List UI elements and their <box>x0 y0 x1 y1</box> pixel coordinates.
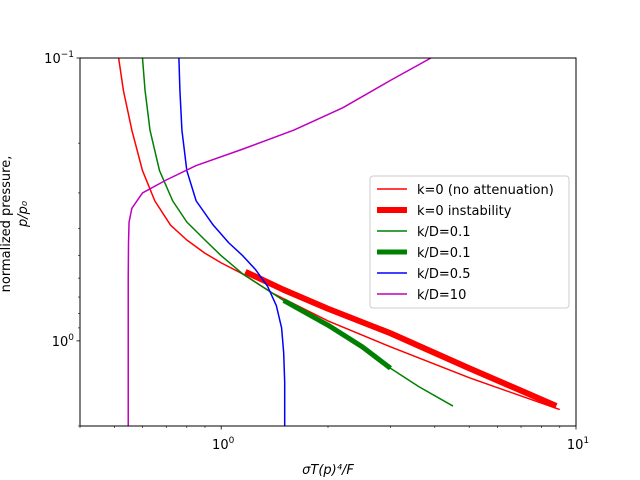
y-axis-label-line2: p/p₀ <box>16 200 31 228</box>
legend-entry: k/D=0.1 <box>417 246 471 261</box>
y-tick-label: 100 <box>52 333 75 350</box>
series-line-3 <box>282 298 392 371</box>
legend-entry: k/D=0.5 <box>417 267 471 282</box>
y-axis-label: normalized pressure, p/p₀ <box>0 156 31 293</box>
legend-box <box>369 175 570 309</box>
series-line-0 <box>117 58 561 411</box>
series-line-5 <box>127 58 432 426</box>
series-layer <box>117 58 561 426</box>
x-tick-label: 101 <box>567 436 589 453</box>
legend-entry: k=0 (no attenuation) <box>417 183 554 198</box>
x-tick-label: 100 <box>212 436 235 453</box>
ticks-layer: 100 101 10−1 100 <box>44 50 589 453</box>
y-tick-label: 10−1 <box>44 50 74 67</box>
legend-entry: k/D=10 <box>417 288 466 303</box>
series-line-1 <box>244 269 558 409</box>
series-line-4 <box>178 58 286 426</box>
y-axis-label-line1: normalized pressure, <box>0 156 14 293</box>
x-axis-label: σT(p)⁴/F <box>302 463 354 478</box>
legend: k=0 (no attenuation) k=0 instability k/D=0… <box>369 175 570 309</box>
legend-entry: k/D=0.1 <box>417 225 471 240</box>
legend-entry: k=0 instability <box>417 204 512 219</box>
